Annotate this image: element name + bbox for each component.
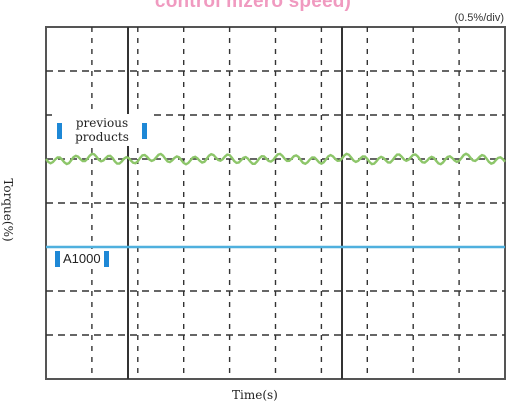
y-axis-label: Torque(%)	[1, 178, 15, 242]
legend-a1000: A1000	[52, 249, 112, 269]
legend-marker	[142, 123, 147, 139]
legend-marker	[103, 251, 109, 267]
legend-marker	[55, 251, 60, 267]
legend-a1000-label: A1000	[63, 251, 101, 266]
legend-previous-products: previous products	[52, 114, 150, 146]
chart-title: control mzero speed)	[154, 0, 352, 12]
x-axis-label: Time(s)	[232, 388, 278, 402]
legend-previous-label: previous products	[75, 116, 129, 144]
scale-label: (0.5%/div)	[454, 12, 504, 24]
legend-marker	[57, 123, 62, 139]
series-line-previous-products	[45, 152, 506, 166]
